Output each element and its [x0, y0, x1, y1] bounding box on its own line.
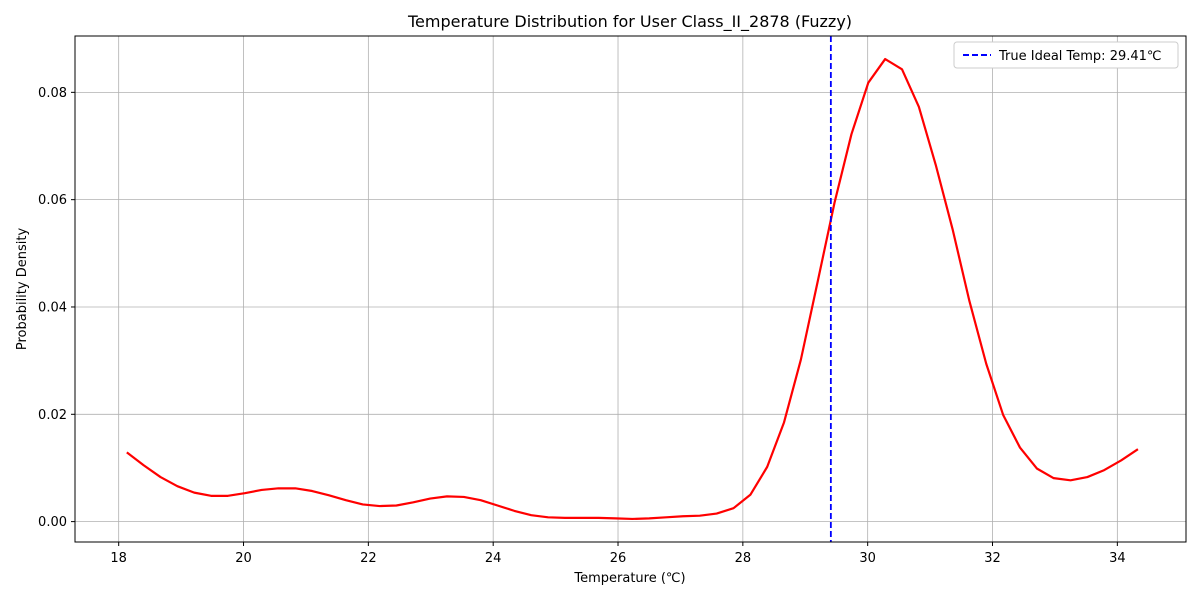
x-tick-label: 22 — [360, 551, 377, 566]
legend-label: True Ideal Temp: 29.41℃ — [998, 49, 1162, 64]
x-tick-label: 30 — [859, 551, 876, 566]
x-tick-label: 20 — [235, 551, 252, 566]
axes-frame — [74, 35, 1187, 543]
chart-title: Temperature Distribution for User Class_… — [407, 12, 852, 32]
x-tick-label: 18 — [110, 551, 127, 566]
x-tick-label: 28 — [735, 551, 752, 566]
x-tick-label: 24 — [485, 551, 502, 566]
legend-box — [953, 41, 1179, 69]
grid — [75, 36, 1186, 542]
x-axis-label: Temperature (℃) — [573, 571, 685, 586]
axes: 18 20 22 24 26 28 30 32 34 0.00 0.02 0.04 0.06 0.08 — [38, 35, 1187, 566]
legend: True Ideal Temp: 29.41℃ — [953, 41, 1179, 69]
x-tick-label: 26 — [610, 551, 627, 566]
x-tick-label: 32 — [984, 551, 1001, 566]
y-tick-label: 0.08 — [38, 86, 67, 101]
y-axis-label: Probability Density — [15, 228, 30, 351]
y-tick-label: 0.06 — [38, 193, 67, 208]
x-tick-label: 34 — [1109, 551, 1126, 566]
y-tick-label: 0.04 — [38, 300, 67, 315]
y-tick-label: 0.02 — [38, 408, 67, 423]
plot-area — [126, 36, 1139, 542]
density-line — [126, 57, 1139, 521]
y-tick-label: 0.00 — [38, 515, 67, 530]
